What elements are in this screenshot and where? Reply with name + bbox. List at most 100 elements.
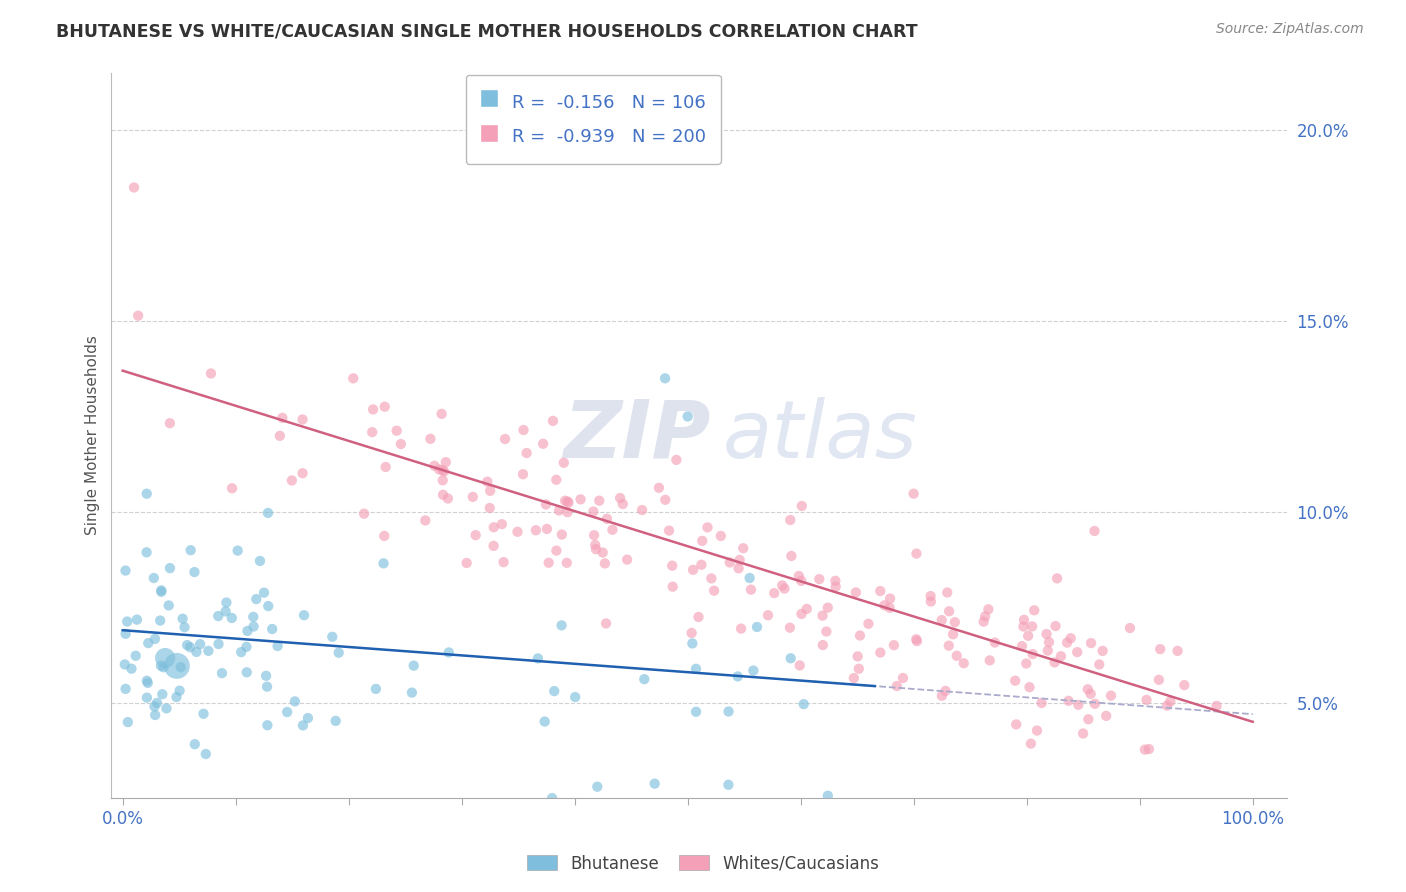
Point [733, 541, 755, 556]
Point [1045, 619, 1067, 633]
Point [596, 512, 619, 526]
Point [402, 658, 425, 673]
Point [437, 645, 460, 659]
Point [143, 699, 166, 714]
Point [236, 665, 259, 680]
Point [1012, 613, 1035, 627]
Point [543, 684, 565, 698]
Point [389, 437, 412, 451]
Point [152, 660, 174, 674]
Point [242, 619, 264, 633]
Point [419, 432, 441, 446]
Point [342, 371, 364, 385]
Point [1119, 621, 1142, 635]
Point [437, 491, 460, 506]
Point [974, 609, 997, 624]
Point [588, 493, 610, 508]
Point [256, 718, 278, 732]
Point [931, 613, 953, 627]
Point [166, 690, 188, 704]
Point [557, 494, 579, 508]
Point [1019, 737, 1042, 751]
Point [236, 624, 259, 638]
Point [143, 632, 166, 646]
Point [1137, 742, 1160, 756]
Text: Source: ZipAtlas.com: Source: ZipAtlas.com [1216, 22, 1364, 37]
Point [125, 613, 148, 627]
Point [661, 580, 683, 594]
Point [790, 607, 813, 621]
Point [297, 711, 319, 725]
Point [1133, 742, 1156, 756]
Point [214, 604, 236, 618]
Point [690, 533, 713, 548]
Point [537, 556, 560, 570]
Point [176, 638, 198, 652]
Point [1056, 635, 1078, 649]
Point [824, 574, 846, 588]
Point [193, 706, 215, 721]
Point [1011, 639, 1033, 653]
Point [512, 423, 534, 437]
Point [477, 475, 499, 489]
Point [796, 602, 818, 616]
Point [905, 634, 928, 648]
Point [592, 545, 614, 559]
Point [494, 432, 516, 446]
Point [903, 486, 925, 500]
Point [1031, 696, 1053, 710]
Point [585, 542, 607, 557]
Point [920, 594, 942, 608]
Point [583, 528, 606, 542]
Point [135, 690, 157, 705]
Point [534, 498, 557, 512]
Point [328, 646, 350, 660]
Point [1035, 627, 1057, 641]
Point [763, 586, 786, 600]
Point [1022, 647, 1045, 661]
Point [740, 582, 762, 597]
Text: BHUTANESE VS WHITE/CAUCASIAN SINGLE MOTHER HOUSEHOLDS CORRELATION CHART: BHUTANESE VS WHITE/CAUCASIAN SINGLE MOTH… [56, 22, 918, 40]
Point [710, 529, 733, 543]
Point [184, 737, 207, 751]
Point [142, 571, 165, 585]
Point [482, 520, 505, 534]
Point [1067, 698, 1090, 712]
Point [197, 644, 219, 658]
Point [787, 569, 810, 583]
Point [1057, 694, 1080, 708]
Point [166, 659, 188, 673]
Point [756, 608, 779, 623]
Point [1205, 698, 1227, 713]
Point [1080, 687, 1102, 701]
Point [1038, 635, 1060, 649]
Point [1026, 723, 1049, 738]
Point [207, 637, 229, 651]
Point [555, 556, 578, 570]
Point [364, 681, 387, 696]
Point [325, 714, 347, 728]
Point [557, 496, 579, 510]
Point [738, 571, 761, 585]
Point [117, 715, 139, 730]
Point [1084, 697, 1107, 711]
Point [849, 628, 872, 642]
Point [1021, 619, 1043, 633]
Point [271, 410, 294, 425]
Point [183, 565, 205, 579]
Point [541, 414, 564, 428]
Point [873, 599, 896, 613]
Point [135, 545, 157, 559]
Point [150, 584, 173, 599]
Point [153, 651, 176, 665]
Point [1080, 636, 1102, 650]
Point [149, 658, 172, 673]
Point [413, 513, 436, 527]
Point [284, 694, 307, 708]
Point [135, 673, 157, 688]
Point [730, 622, 752, 636]
Point [700, 571, 723, 585]
Point [790, 499, 813, 513]
Point [728, 553, 751, 567]
Point [1159, 694, 1181, 708]
